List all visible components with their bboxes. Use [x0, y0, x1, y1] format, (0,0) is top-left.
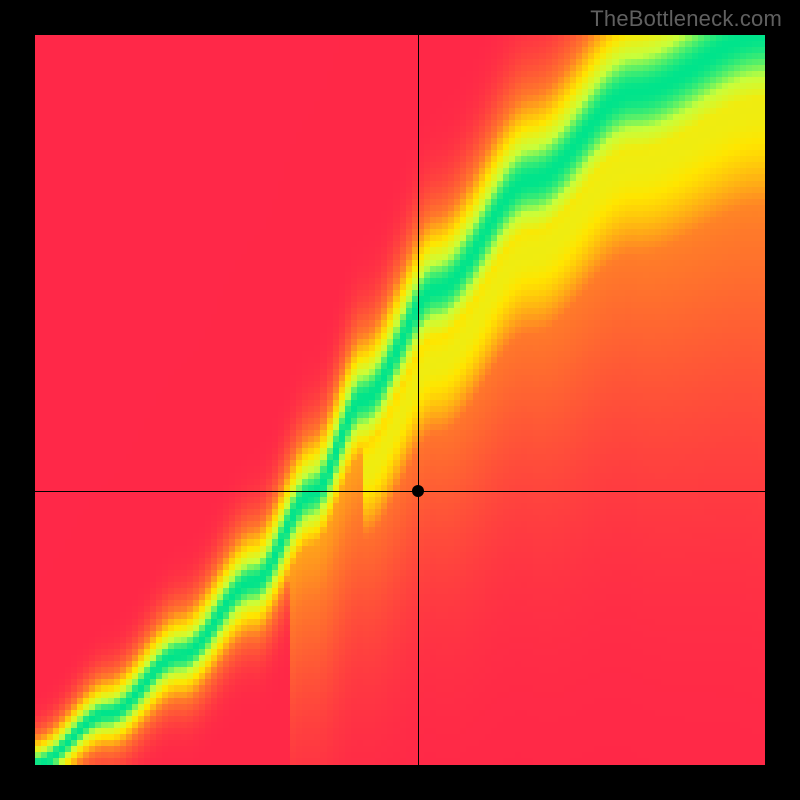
bottleneck-heatmap [35, 35, 765, 765]
crosshair-vertical [418, 35, 419, 765]
chart-container: TheBottleneck.com [0, 0, 800, 800]
watermark-text: TheBottleneck.com [590, 6, 782, 32]
selection-marker [412, 485, 424, 497]
crosshair-horizontal [35, 491, 765, 492]
